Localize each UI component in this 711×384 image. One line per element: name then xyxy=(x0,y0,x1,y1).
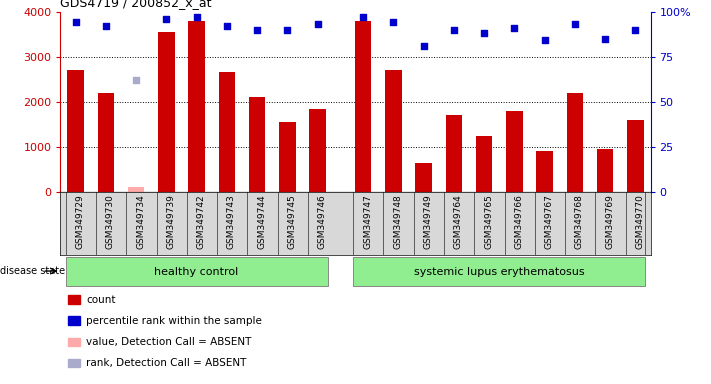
Bar xyxy=(97,93,114,192)
Point xyxy=(221,23,232,29)
Point xyxy=(130,77,141,83)
Point xyxy=(161,16,172,22)
Bar xyxy=(446,115,462,192)
Bar xyxy=(415,163,432,192)
Text: GSM349768: GSM349768 xyxy=(575,195,584,250)
Text: GDS4719 / 200852_x_at: GDS4719 / 200852_x_at xyxy=(60,0,212,8)
Bar xyxy=(355,20,371,192)
Text: GSM349742: GSM349742 xyxy=(197,195,205,249)
Bar xyxy=(68,70,84,192)
Bar xyxy=(249,97,265,192)
Text: rank, Detection Call = ABSENT: rank, Detection Call = ABSENT xyxy=(86,358,247,368)
Point xyxy=(282,26,293,33)
Point xyxy=(358,14,369,20)
Point xyxy=(252,26,263,33)
Bar xyxy=(567,93,583,192)
Text: GSM349746: GSM349746 xyxy=(318,195,326,249)
Bar xyxy=(279,122,296,192)
Point xyxy=(448,26,459,33)
Bar xyxy=(128,187,144,192)
Text: GSM349734: GSM349734 xyxy=(136,195,145,249)
Point xyxy=(630,26,641,33)
Point xyxy=(312,21,324,27)
Bar xyxy=(597,149,614,192)
Point xyxy=(418,43,429,49)
Text: GSM349744: GSM349744 xyxy=(257,195,266,249)
Text: GSM349729: GSM349729 xyxy=(75,195,85,249)
Text: GSM349743: GSM349743 xyxy=(227,195,236,249)
Text: GSM349739: GSM349739 xyxy=(166,195,176,250)
Point xyxy=(100,23,112,29)
Text: GSM349765: GSM349765 xyxy=(484,195,493,250)
Text: disease state: disease state xyxy=(0,266,65,276)
Point xyxy=(599,36,611,42)
Point xyxy=(191,14,203,20)
Point xyxy=(539,37,550,43)
Bar xyxy=(158,32,175,192)
Text: healthy control: healthy control xyxy=(154,266,239,277)
Bar xyxy=(506,111,523,192)
Text: GSM349749: GSM349749 xyxy=(424,195,432,249)
Bar xyxy=(627,120,643,192)
Point xyxy=(70,19,81,25)
Text: GSM349747: GSM349747 xyxy=(363,195,372,249)
Text: GSM349764: GSM349764 xyxy=(454,195,463,249)
Text: GSM349730: GSM349730 xyxy=(106,195,115,250)
Text: GSM349769: GSM349769 xyxy=(605,195,614,250)
Bar xyxy=(385,70,402,192)
Point xyxy=(508,25,520,31)
Bar xyxy=(476,136,493,192)
Text: GSM349770: GSM349770 xyxy=(636,195,644,250)
Text: GSM349745: GSM349745 xyxy=(287,195,296,249)
Text: GSM349766: GSM349766 xyxy=(514,195,523,250)
Text: GSM349767: GSM349767 xyxy=(545,195,554,250)
Bar xyxy=(536,151,553,192)
Bar xyxy=(65,257,328,286)
Bar xyxy=(218,73,235,192)
Point xyxy=(479,30,490,36)
Bar xyxy=(353,257,646,286)
Point xyxy=(387,19,399,25)
Text: value, Detection Call = ABSENT: value, Detection Call = ABSENT xyxy=(86,337,252,347)
Point xyxy=(570,21,581,27)
Text: systemic lupus erythematosus: systemic lupus erythematosus xyxy=(414,266,584,277)
Text: percentile rank within the sample: percentile rank within the sample xyxy=(86,316,262,326)
Text: count: count xyxy=(86,295,115,305)
Text: GSM349748: GSM349748 xyxy=(393,195,402,249)
Bar xyxy=(188,20,205,192)
Bar xyxy=(309,109,326,192)
